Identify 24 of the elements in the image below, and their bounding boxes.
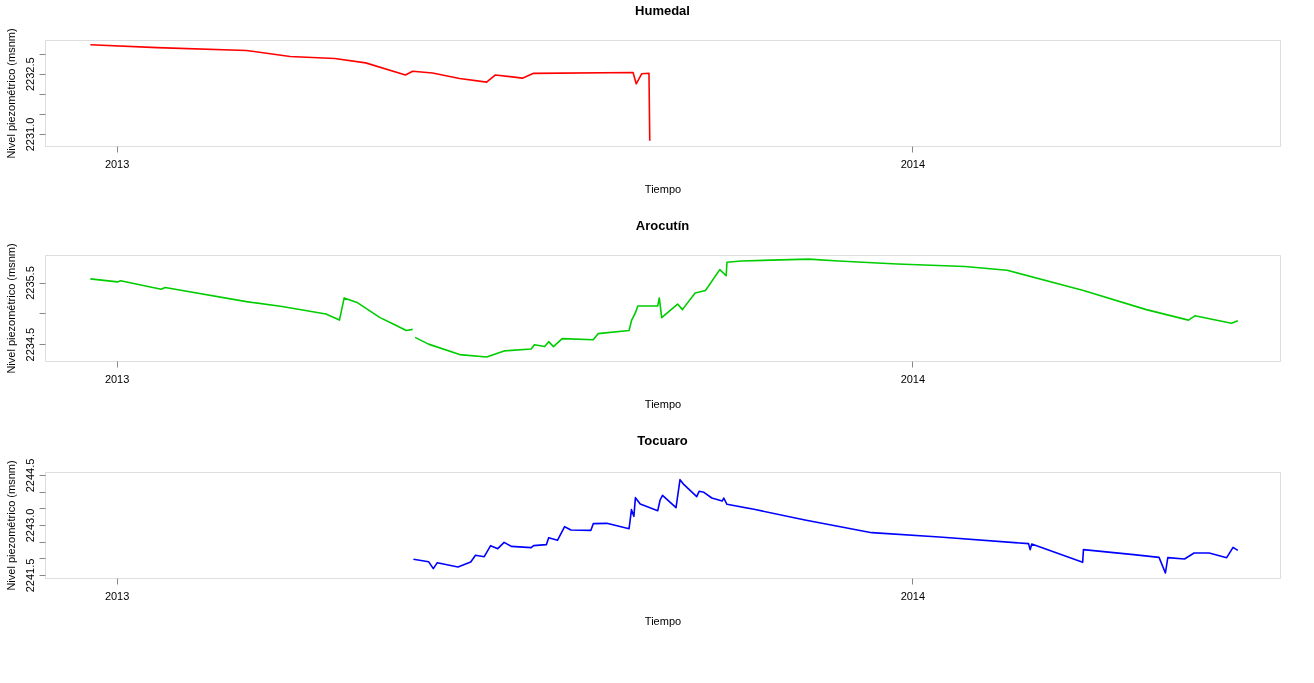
x-axis-title: Tiempo (644, 397, 682, 410)
chart-title: Arocutín (635, 217, 690, 233)
y-tick-label: 2234.5 (23, 327, 36, 362)
y-tick-label: 2231.0 (23, 117, 36, 152)
x-tick-label: 2014 (900, 157, 926, 170)
y-tick-label: 2232.5 (23, 57, 36, 92)
y-axis-title: Nivel piezométrico (msnm) (4, 28, 17, 159)
x-tick-label: 2013 (104, 589, 130, 602)
chart-title: Tocuaro (637, 433, 688, 449)
line-series (412, 478, 1239, 574)
x-tick-label: 2013 (104, 157, 130, 170)
x-axis-title: Tiempo (644, 182, 682, 195)
line-series (89, 44, 651, 142)
y-tick-label: 2244.5 (23, 458, 36, 493)
y-tick-label: 2243.0 (23, 508, 36, 543)
y-tick-label: 2235.5 (23, 266, 36, 300)
x-tick-label: 2014 (900, 372, 926, 385)
y-axis-title: Nivel piezométrico (msnm) (4, 460, 17, 591)
x-axis-title: Tiempo (644, 614, 682, 627)
y-axis-title: Nivel piezométrico (msnm) (4, 243, 17, 374)
y-tick-label: 2241.5 (23, 558, 36, 593)
x-tick-label: 2014 (900, 589, 926, 602)
chart-title: Humedal (635, 2, 690, 18)
x-tick-label: 2013 (104, 372, 130, 385)
